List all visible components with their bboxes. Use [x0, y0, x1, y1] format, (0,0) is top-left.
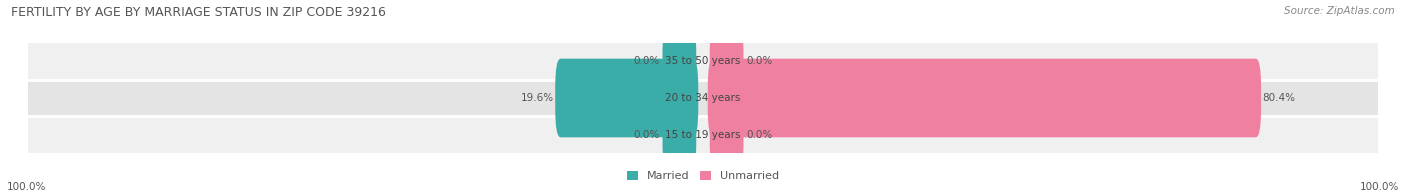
Text: 100.0%: 100.0%: [7, 182, 46, 192]
Text: FERTILITY BY AGE BY MARRIAGE STATUS IN ZIP CODE 39216: FERTILITY BY AGE BY MARRIAGE STATUS IN Z…: [11, 6, 387, 19]
Bar: [28, 80, 1378, 116]
Text: 35 to 50 years: 35 to 50 years: [665, 56, 741, 66]
Legend: Married, Unmarried: Married, Unmarried: [621, 166, 785, 186]
FancyBboxPatch shape: [662, 106, 696, 163]
Text: Source: ZipAtlas.com: Source: ZipAtlas.com: [1284, 6, 1395, 16]
FancyBboxPatch shape: [662, 33, 696, 90]
Text: 0.0%: 0.0%: [747, 130, 773, 140]
Bar: [28, 116, 1378, 153]
FancyBboxPatch shape: [555, 59, 699, 137]
Bar: [28, 43, 1378, 80]
Text: 0.0%: 0.0%: [633, 130, 659, 140]
Text: 80.4%: 80.4%: [1263, 93, 1295, 103]
Text: 19.6%: 19.6%: [520, 93, 554, 103]
Text: 100.0%: 100.0%: [1360, 182, 1399, 192]
FancyBboxPatch shape: [710, 106, 744, 163]
FancyBboxPatch shape: [707, 59, 1261, 137]
FancyBboxPatch shape: [710, 33, 744, 90]
Text: 0.0%: 0.0%: [633, 56, 659, 66]
Text: 20 to 34 years: 20 to 34 years: [665, 93, 741, 103]
Text: 15 to 19 years: 15 to 19 years: [665, 130, 741, 140]
Text: 0.0%: 0.0%: [747, 56, 773, 66]
